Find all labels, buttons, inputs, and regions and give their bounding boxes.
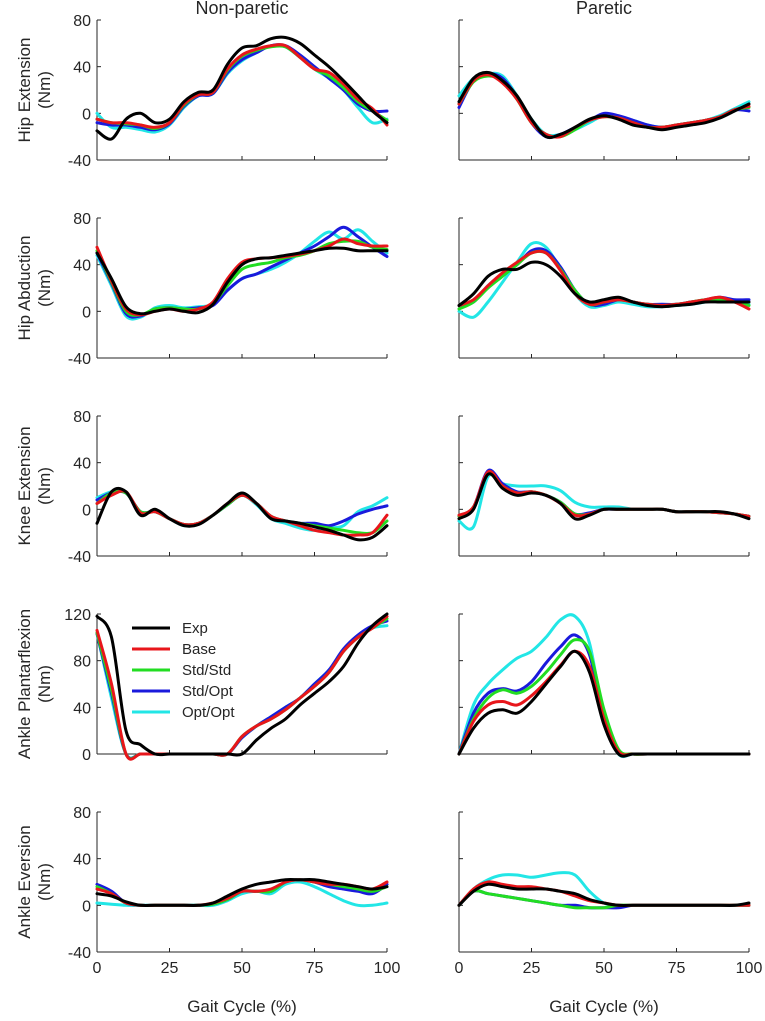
series-line-exp [95,612,389,757]
legend: Exp Base Std/Std Std/Opt Opt/Opt [132,620,235,721]
y-axis-label-hip-abduction: Hip Abduction(Nm) [15,236,54,341]
legend-label-std-std: Std/Std [182,662,231,679]
x-axis-label-right: Gait Cycle (%) [549,997,659,1016]
series-line-exp [95,35,389,141]
series-line-exp [457,260,751,309]
y-axis-label-line1: Knee Extension [15,426,34,545]
panel-ankle-plantarflexion-paretic [457,613,751,759]
legend-label-exp: Exp [182,620,208,637]
series-line-exp [457,882,751,907]
x-tick-label: 50 [233,960,251,977]
series-line-std-std [457,74,751,139]
y-tick-label: 80 [73,654,91,671]
panel-knee-extension-non-paretic: -40 0 40 80 [68,409,389,566]
series-line-opt-opt [95,228,389,321]
series-line-exp [95,486,389,542]
y-axis-label-line2: (Nm) [35,71,54,109]
y-tick-label: 0 [82,106,91,123]
y-axis-label-ankle-eversion: Ankle Eversion(Nm) [15,825,54,938]
series-line-exp [457,472,751,521]
y-tick-label: 0 [82,747,91,764]
series-line-base [95,614,389,761]
panel-ankle-plantarflexion-non-paretic: 0 40 80 120 [64,607,389,764]
panel-knee-extension-paretic [457,415,751,557]
y-tick-label: 40 [73,60,91,77]
x-tick-label: 0 [93,960,102,977]
series-line-std-std [457,638,751,756]
panel-hip-abduction-paretic [457,217,751,359]
y-tick-label: 0 [82,304,91,321]
panel-ankle-eversion-paretic: 0 25 50 75 100 [455,811,763,977]
series-line-std-opt [457,633,751,757]
y-tick-label: -40 [68,945,91,962]
panel-hip-extension-non-paretic: -40 0 40 80 [68,13,389,170]
y-axis-label-line1: Hip Extension [15,38,34,143]
series-line-exp [457,70,751,140]
y-tick-label: 0 [82,502,91,519]
y-tick-label: 80 [73,409,91,426]
y-tick-label: 80 [73,805,91,822]
y-axis-label-knee-extension: Knee Extension(Nm) [15,426,54,545]
x-tick-label: 100 [736,960,763,977]
y-axis-label-line1: Hip Abduction [15,236,34,341]
series-line-base [95,237,389,317]
panel-hip-extension-paretic [457,19,751,161]
y-axis-label-line1: Ankle Plantarflexion [15,609,34,759]
y-axis-label-line2: (Nm) [35,269,54,307]
x-tick-label: 25 [523,960,541,977]
series-line-opt-opt [457,871,751,907]
legend-label-std-opt: Std/Opt [182,683,234,700]
panel-hip-abduction-non-paretic: -40 0 40 80 [68,211,389,368]
y-axis-label-hip-extension: Hip Extension(Nm) [15,38,54,143]
y-axis-label-line1: Ankle Eversion [15,825,34,938]
series-line-base [95,43,389,129]
series-line-opt-opt [457,241,751,319]
series-line-base [457,649,751,757]
x-axis-label-left: Gait Cycle (%) [187,997,297,1016]
y-axis-label-line2: (Nm) [35,665,54,703]
column-title-paretic: Paretic [576,0,632,18]
column-title-non-paretic: Non-paretic [195,0,288,18]
x-tick-label: 0 [455,960,464,977]
y-tick-label: -40 [68,549,91,566]
y-tick-label: -40 [68,153,91,170]
y-tick-label: 40 [73,852,91,869]
y-tick-label: 80 [73,211,91,228]
series-line-base [457,73,751,139]
series-line-exp [457,649,751,758]
y-tick-label: 40 [73,700,91,717]
y-tick-label: 80 [73,13,91,30]
y-tick-label: 120 [64,607,91,624]
x-tick-label: 75 [306,960,324,977]
x-tick-label: 75 [668,960,686,977]
y-tick-label: 40 [73,258,91,275]
legend-label-opt-opt: Opt/Opt [182,704,235,721]
x-tick-label: 50 [595,960,613,977]
series-line-base [95,489,389,537]
x-tick-label: 100 [374,960,401,977]
y-axis-label-line2: (Nm) [35,467,54,505]
series-line-exp [95,246,389,316]
y-axis-label-ankle-plantarflexion: Ankle Plantarflexion(Nm) [15,609,54,759]
series-line-opt-opt [457,613,751,759]
y-axis-label-line2: (Nm) [35,863,54,901]
y-tick-label: -40 [68,351,91,368]
y-tick-label: 0 [82,898,91,915]
series-line-std-opt [95,43,389,132]
x-tick-label: 25 [161,960,179,977]
series-line-exp [95,878,389,908]
legend-label-base: Base [182,641,216,658]
y-tick-label: 40 [73,456,91,473]
